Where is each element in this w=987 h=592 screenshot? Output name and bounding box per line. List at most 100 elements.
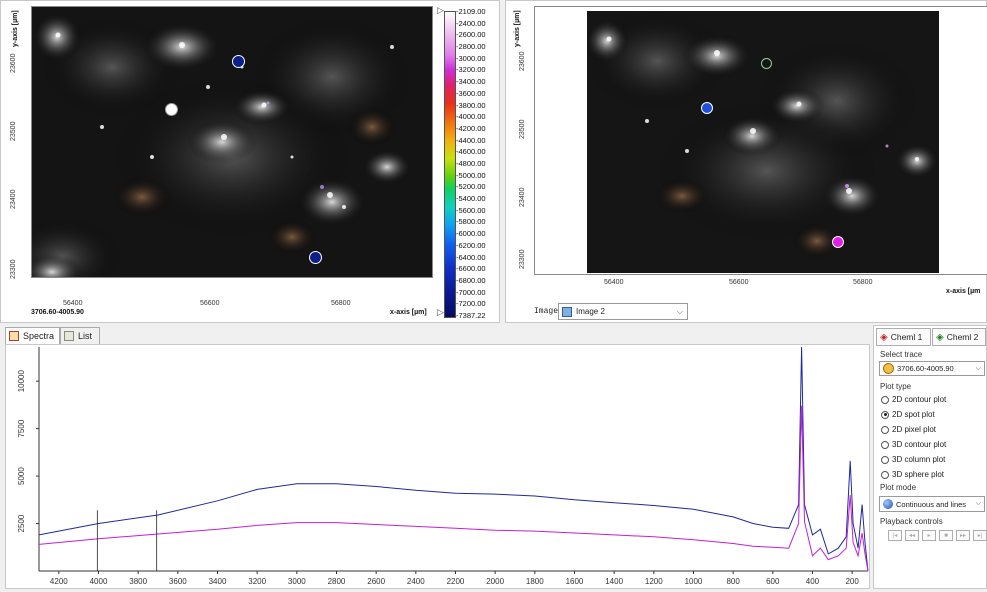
plot-type-option[interactable]: 2D contour plot	[881, 392, 946, 407]
playback-last-icon[interactable]: ▸|	[973, 530, 987, 541]
colorbar	[444, 11, 456, 318]
plot-type-label: Plot type	[880, 382, 912, 391]
spectra-icon	[9, 331, 19, 341]
left-y-axis-label: y-axis [µm]	[12, 10, 19, 47]
radio-button-icon[interactable]	[881, 395, 889, 404]
radio-button-icon[interactable]	[881, 470, 889, 479]
x-tick-label: 200	[845, 577, 859, 586]
playback-forward-icon[interactable]: ▸▸	[956, 530, 970, 541]
x-tick-label: 600	[766, 577, 780, 586]
y-tick-label: 5000	[17, 467, 26, 485]
tab-cheml-1[interactable]: ◈ Cheml 1	[876, 328, 931, 346]
plot-type-option[interactable]: 2D pixel plot	[881, 422, 946, 437]
right-x-tick: 56400	[604, 279, 624, 286]
tab-spectra[interactable]: Spectra	[5, 327, 60, 345]
spot-marker-navy[interactable]	[309, 251, 322, 264]
trace-select-value: 3706.60-4005.90	[897, 364, 954, 373]
left-x-tick: 56600	[200, 300, 220, 307]
colorbar-label: -5000.00	[456, 170, 486, 180]
playback-controls-label: Playback controls	[880, 517, 943, 526]
playback-play-icon[interactable]: ▸	[922, 530, 936, 541]
radio-button-icon[interactable]	[881, 455, 889, 464]
x-tick-label: 1000	[685, 577, 703, 586]
colorbar-label: -3200.00	[456, 65, 486, 75]
colorbar-top-arrow-icon[interactable]: ▷	[437, 5, 444, 15]
side-panel: ◈ Cheml 1 ◈ Cheml 2 Select trace 3706.60…	[873, 325, 987, 589]
right-x-tick: 56800	[853, 279, 873, 286]
spectrum-line[interactable]	[38, 346, 869, 572]
playback-first-icon[interactable]: |◂	[888, 530, 902, 541]
left-y-tick: 23600	[10, 53, 17, 73]
x-tick-label: 3600	[169, 577, 187, 586]
tab-spectra-label: Spectra	[23, 331, 55, 341]
left-micro-texture	[32, 7, 432, 277]
select-trace-label: Select trace	[880, 350, 923, 359]
radio-button-icon[interactable]	[881, 440, 889, 449]
playback-rewind-icon[interactable]: ◂◂	[905, 530, 919, 541]
colorbar-label: -5600.00	[456, 205, 486, 215]
left-microscope-image[interactable]	[31, 6, 433, 278]
plot-mode-icon	[883, 499, 893, 509]
radio-button-icon[interactable]	[881, 410, 889, 419]
plot-type-option[interactable]: 3D sphere plot	[881, 467, 946, 482]
colorbar-label: -6000.00	[456, 229, 486, 239]
plot-type-option[interactable]: 3D column plot	[881, 452, 946, 467]
colorbar-label: -7000.00	[456, 287, 486, 297]
right-y-tick: 23600	[519, 51, 526, 71]
left-y-tick: 23400	[10, 189, 17, 209]
spectrum-line[interactable]	[38, 405, 869, 572]
tab-list[interactable]: List	[60, 327, 100, 345]
trace-select[interactable]: 3706.60-4005.90 ⌵	[879, 361, 985, 376]
colorbar-label: -6200.00	[456, 240, 486, 250]
x-tick-label: 3000	[288, 577, 306, 586]
chevron-down-icon: ⌵	[676, 306, 683, 316]
x-tick-label: 1200	[645, 577, 663, 586]
right-plot-area	[534, 6, 987, 275]
colorbar-label: -4000.00	[456, 112, 486, 122]
trace-icon	[883, 363, 894, 374]
y-tick-label: 2500	[17, 514, 26, 532]
cheml-1-icon: ◈	[880, 331, 888, 343]
image-select[interactable]: Image 2 ⌵	[558, 303, 688, 320]
chevron-down-icon: ⌵	[975, 364, 981, 372]
spot-marker-navy[interactable]	[232, 55, 245, 68]
colorbar-label: -3400.00	[456, 77, 486, 87]
y-tick-label: 7500	[17, 419, 26, 437]
spectra-chart[interactable]: 4200 4000 3800 3600 3400 3200 3000 2800 2600 2400…	[6, 345, 871, 590]
plot-mode-select[interactable]: Continuous and lines ⌵	[879, 496, 985, 512]
plot-type-label: 3D column plot	[892, 455, 946, 464]
left-y-tick: 23300	[10, 259, 17, 279]
spot-marker-white[interactable]	[165, 103, 178, 116]
colorbar-bottom-arrow-icon[interactable]: ▷	[437, 307, 444, 317]
right-microscope-image[interactable]	[587, 11, 939, 273]
colorbar-label: -6600.00	[456, 264, 486, 274]
plot-type-group: 2D contour plot 2D spot plot 2D pixel plot…	[881, 392, 946, 482]
colorbar-label: -4400.00	[456, 135, 486, 145]
playback-stop-icon[interactable]: ■	[939, 530, 953, 541]
right-x-axis-label: x-axis [µm	[946, 288, 981, 295]
x-tick-label: 400	[806, 577, 820, 586]
list-icon	[64, 331, 74, 341]
plot-type-option[interactable]: 3D contour plot	[881, 437, 946, 452]
right-y-tick: 23500	[519, 119, 526, 139]
x-tick-label: 2600	[367, 577, 385, 586]
spot-marker-magenta[interactable]	[832, 236, 844, 248]
radio-button-icon[interactable]	[881, 425, 889, 434]
spot-marker-blue[interactable]	[701, 102, 713, 114]
colorbar-label: -4200.00	[456, 123, 486, 133]
tab-cheml-2[interactable]: ◈ Cheml 2	[932, 328, 986, 346]
spot-marker-hollow-green[interactable]	[761, 58, 772, 69]
plot-type-option[interactable]: 2D spot plot	[881, 407, 946, 422]
x-tick-label: 1800	[526, 577, 544, 586]
tab-list-label: List	[78, 331, 93, 341]
left-x-axis-label: x-axis [µm]	[390, 309, 427, 316]
x-tick-label: 4200	[50, 577, 68, 586]
tab-cheml-1-label: Cheml 1	[890, 332, 923, 342]
plot-type-label: 2D contour plot	[892, 395, 947, 404]
colorbar-label: -5200.00	[456, 182, 486, 192]
trace-range-label: 3706.60-4005.90	[31, 309, 84, 316]
tab-cheml-2-label: Cheml 2	[946, 332, 979, 342]
y-tick-label: 10000	[17, 369, 26, 392]
left-x-tick: 56400	[63, 300, 83, 307]
colorbar-label: -7387.22	[456, 311, 486, 320]
